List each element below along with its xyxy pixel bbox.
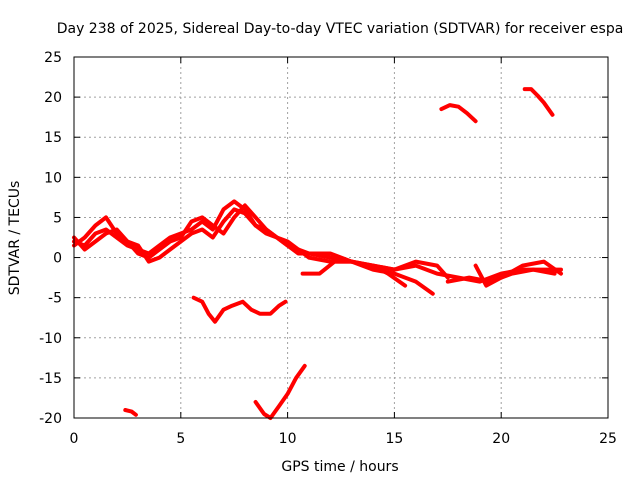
y-tick-label: -10 xyxy=(39,331,62,347)
chart-title: Day 238 of 2025, Sidereal Day-to-day VTE… xyxy=(57,21,624,37)
series-track-e xyxy=(300,259,354,276)
x-axis-label: GPS time / hours xyxy=(281,459,398,475)
series-track-c xyxy=(72,207,435,296)
series-track-h xyxy=(191,295,288,324)
x-tick-label: 15 xyxy=(385,431,403,447)
series-track-l xyxy=(522,87,555,117)
y-tick-label: -20 xyxy=(39,411,62,427)
x-tick-label: 5 xyxy=(176,431,185,447)
series-track-a xyxy=(72,199,563,284)
series-track-g xyxy=(473,259,563,288)
x-tick-label: 10 xyxy=(279,431,297,447)
series-track-j xyxy=(123,408,138,417)
y-tick-label: 15 xyxy=(44,130,62,146)
data-series xyxy=(72,87,563,420)
grid-lines xyxy=(74,57,608,418)
series-track-k xyxy=(439,103,478,124)
y-tick-label: -15 xyxy=(39,371,62,387)
y-tick-label: 20 xyxy=(44,90,62,106)
x-tick-label: 20 xyxy=(492,431,510,447)
axis-ticks: 0 5 10 15 20 25 -20 -15 -10 -5 0 5 10 15 20 25 xyxy=(39,50,617,447)
y-tick-label: -5 xyxy=(48,291,62,307)
y-axis-label: SDTVAR / TECUs xyxy=(7,181,23,296)
x-tick-label: 25 xyxy=(599,431,617,447)
x-tick-label: 0 xyxy=(70,431,79,447)
series-track-d xyxy=(371,263,408,288)
series-track-i xyxy=(253,363,307,420)
y-tick-label: 5 xyxy=(53,210,62,226)
y-tick-label: 0 xyxy=(53,251,62,267)
y-tick-label: 25 xyxy=(44,50,62,66)
plot-frame xyxy=(73,56,609,419)
y-tick-label: 10 xyxy=(44,170,62,186)
